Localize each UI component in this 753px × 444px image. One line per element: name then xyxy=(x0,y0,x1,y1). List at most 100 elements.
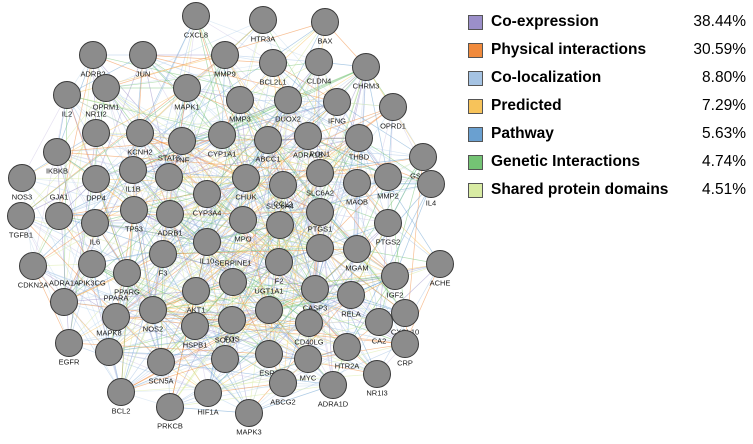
gene-node[interactable]: MAPK8 xyxy=(95,329,123,366)
gene-node[interactable]: CD40LG xyxy=(294,309,324,347)
gene-node-circle[interactable] xyxy=(266,211,294,239)
gene-node-circle[interactable] xyxy=(226,86,254,114)
gene-node[interactable]: IKBKB xyxy=(43,138,71,176)
gene-node[interactable]: BCL2 xyxy=(107,378,135,416)
gene-node[interactable]: CASP3 xyxy=(301,275,329,313)
gene-node[interactable]: TNF xyxy=(168,127,196,165)
gene-node[interactable]: HTR2A xyxy=(333,333,361,371)
gene-node[interactable]: IL2 xyxy=(53,81,81,119)
gene-node[interactable]: KCNH2 xyxy=(126,119,154,157)
gene-node-circle[interactable] xyxy=(249,6,277,34)
gene-node[interactable]: ABCG2 xyxy=(269,369,297,407)
gene-node[interactable]: OPRM1 xyxy=(92,74,120,112)
gene-node[interactable]: CHRM3 xyxy=(352,53,380,91)
gene-node-circle[interactable] xyxy=(211,345,239,373)
gene-node[interactable]: UGT1A1 xyxy=(254,287,284,324)
gene-node[interactable]: STAT3 xyxy=(155,154,183,191)
gene-node-circle[interactable] xyxy=(232,164,260,192)
gene-node-circle[interactable] xyxy=(139,296,167,324)
gene-node[interactable]: NOS2 xyxy=(139,296,167,334)
gene-node-circle[interactable] xyxy=(129,41,157,69)
gene-node[interactable]: ESR1 xyxy=(255,340,283,378)
gene-node-circle[interactable] xyxy=(119,156,147,184)
gene-node[interactable]: EGFR xyxy=(55,329,83,367)
gene-node[interactable]: MAPK1 xyxy=(173,74,201,112)
gene-node[interactable]: MAPK3 xyxy=(235,399,263,437)
gene-node-circle[interactable] xyxy=(218,306,246,334)
gene-node[interactable]: FOS xyxy=(218,306,246,344)
gene-node-circle[interactable] xyxy=(352,53,380,81)
gene-node-circle[interactable] xyxy=(391,330,419,358)
gene-node-circle[interactable] xyxy=(147,348,175,376)
gene-node[interactable]: BCL2L1 xyxy=(259,49,287,87)
gene-node-circle[interactable] xyxy=(374,209,402,237)
gene-node-circle[interactable] xyxy=(211,41,239,69)
gene-node[interactable]: CYP1A1 xyxy=(208,121,237,159)
gene-node-circle[interactable] xyxy=(8,164,36,192)
gene-node[interactable]: HTR3A xyxy=(249,6,277,44)
gene-node-circle[interactable] xyxy=(82,165,110,193)
gene-node[interactable]: CRP xyxy=(391,330,419,368)
gene-node[interactable]: PPARG xyxy=(113,259,141,297)
gene-node-circle[interactable] xyxy=(301,275,329,303)
gene-node-circle[interactable] xyxy=(365,308,393,336)
gene-node-circle[interactable] xyxy=(45,202,73,230)
gene-node[interactable]: MMP2 xyxy=(374,163,402,201)
gene-node-circle[interactable] xyxy=(305,48,333,76)
gene-node-circle[interactable] xyxy=(311,8,339,36)
gene-node[interactable]: SCN5A xyxy=(147,348,175,386)
gene-node-circle[interactable] xyxy=(113,259,141,287)
gene-node[interactable]: MMP3 xyxy=(226,86,254,124)
gene-node[interactable]: SLC6A2 xyxy=(306,189,334,226)
gene-node[interactable]: IL10 xyxy=(193,228,221,266)
gene-node[interactable]: IL1B xyxy=(119,156,147,194)
gene-node[interactable]: ABCC1 xyxy=(254,126,282,164)
gene-node[interactable]: PPARA xyxy=(102,294,130,331)
gene-node-circle[interactable] xyxy=(208,121,236,149)
gene-node-circle[interactable] xyxy=(43,138,71,166)
gene-node[interactable]: TGFB1 xyxy=(7,202,35,240)
gene-node-circle[interactable] xyxy=(294,345,322,373)
gene-node[interactable]: CHUK xyxy=(232,164,260,202)
gene-node-circle[interactable] xyxy=(306,234,334,262)
gene-node[interactable]: AKT1 xyxy=(182,277,210,315)
gene-node-circle[interactable] xyxy=(323,88,351,116)
gene-node[interactable]: BAX xyxy=(311,8,339,46)
gene-node-circle[interactable] xyxy=(79,41,107,69)
gene-node[interactable]: ADRB2 xyxy=(79,41,107,79)
gene-node[interactable]: DUOX2 xyxy=(274,86,302,124)
gene-node[interactable]: F2 xyxy=(265,248,293,286)
gene-node[interactable]: THBD xyxy=(345,124,373,162)
gene-node-circle[interactable] xyxy=(417,170,445,198)
gene-node[interactable]: PTGS2 xyxy=(374,209,402,247)
gene-node-circle[interactable] xyxy=(102,303,130,331)
gene-node-circle[interactable] xyxy=(81,209,109,237)
gene-node[interactable]: HIF1A xyxy=(194,379,222,417)
gene-node[interactable]: TP53 xyxy=(120,196,148,234)
gene-node-circle[interactable] xyxy=(219,268,247,296)
gene-node[interactable]: MGAM xyxy=(343,235,371,273)
gene-node-circle[interactable] xyxy=(426,250,454,278)
gene-node[interactable]: DPP4 xyxy=(82,165,110,203)
gene-node-circle[interactable] xyxy=(50,288,78,316)
gene-node[interactable]: PTGS1 xyxy=(306,225,334,262)
gene-node[interactable]: CXCL8 xyxy=(182,2,210,40)
gene-node-circle[interactable] xyxy=(306,198,334,226)
gene-node[interactable]: NR1I2 xyxy=(82,110,110,147)
gene-node-circle[interactable] xyxy=(149,240,177,268)
gene-node-circle[interactable] xyxy=(126,119,154,147)
gene-node-circle[interactable] xyxy=(255,296,283,324)
gene-node-circle[interactable] xyxy=(156,393,184,421)
gene-node-circle[interactable] xyxy=(343,235,371,263)
gene-node[interactable]: IFNG xyxy=(323,88,351,126)
gene-node-circle[interactable] xyxy=(379,93,407,121)
gene-node-circle[interactable] xyxy=(53,81,81,109)
gene-node[interactable]: ADRA1A xyxy=(49,279,79,316)
gene-node-circle[interactable] xyxy=(193,180,221,208)
gene-node-circle[interactable] xyxy=(95,338,123,366)
gene-node-circle[interactable] xyxy=(374,163,402,191)
gene-node-circle[interactable] xyxy=(78,250,106,278)
gene-node[interactable]: PON1 xyxy=(306,150,334,187)
gene-node-circle[interactable] xyxy=(409,143,437,171)
gene-node-circle[interactable] xyxy=(7,202,35,230)
